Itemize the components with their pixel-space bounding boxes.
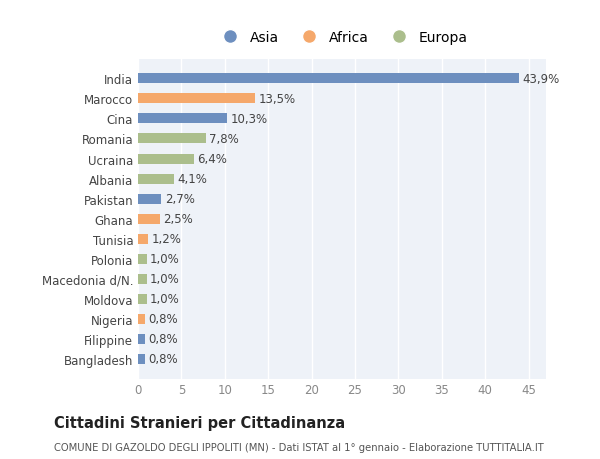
Bar bbox=[138, 214, 160, 224]
Text: 0,8%: 0,8% bbox=[148, 353, 178, 366]
Bar bbox=[138, 154, 194, 164]
Bar bbox=[138, 294, 146, 304]
Text: 2,5%: 2,5% bbox=[163, 213, 193, 226]
Text: 10,3%: 10,3% bbox=[231, 113, 268, 126]
Text: 1,2%: 1,2% bbox=[152, 233, 182, 246]
Bar bbox=[138, 274, 146, 284]
Text: 4,1%: 4,1% bbox=[177, 173, 207, 185]
Legend: Asia, Africa, Europa: Asia, Africa, Europa bbox=[211, 25, 473, 50]
Text: 0,8%: 0,8% bbox=[148, 313, 178, 325]
Bar bbox=[138, 234, 148, 244]
Bar bbox=[138, 174, 173, 184]
Bar bbox=[138, 114, 227, 124]
Bar bbox=[138, 74, 519, 84]
Bar bbox=[138, 314, 145, 324]
Bar bbox=[138, 194, 161, 204]
Text: 1,0%: 1,0% bbox=[150, 273, 180, 285]
Text: Cittadini Stranieri per Cittadinanza: Cittadini Stranieri per Cittadinanza bbox=[54, 415, 345, 431]
Text: 1,0%: 1,0% bbox=[150, 253, 180, 266]
Bar bbox=[138, 254, 146, 264]
Text: 0,8%: 0,8% bbox=[148, 333, 178, 346]
Text: COMUNE DI GAZOLDO DEGLI IPPOLITI (MN) - Dati ISTAT al 1° gennaio - Elaborazione : COMUNE DI GAZOLDO DEGLI IPPOLITI (MN) - … bbox=[54, 442, 544, 452]
Bar bbox=[138, 134, 206, 144]
Text: 13,5%: 13,5% bbox=[259, 93, 296, 106]
Bar bbox=[138, 334, 145, 344]
Bar bbox=[138, 94, 255, 104]
Text: 1,0%: 1,0% bbox=[150, 293, 180, 306]
Bar bbox=[138, 354, 145, 364]
Text: 2,7%: 2,7% bbox=[165, 193, 195, 206]
Text: 43,9%: 43,9% bbox=[523, 73, 560, 86]
Text: 6,4%: 6,4% bbox=[197, 153, 227, 166]
Text: 7,8%: 7,8% bbox=[209, 133, 239, 146]
